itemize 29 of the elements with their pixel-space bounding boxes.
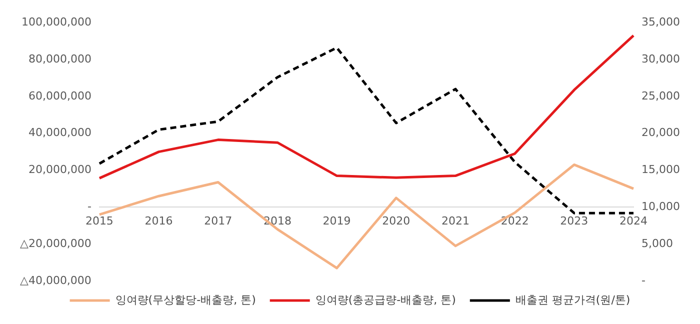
x-tick-label: 2015: [85, 214, 114, 228]
x-tick-label: 2024: [620, 214, 648, 228]
y2-tick-label: 5,000: [642, 236, 674, 250]
x-tick-label: 2023: [560, 214, 588, 228]
y-tick-label: 20,000,000: [28, 163, 92, 176]
line-series: [98, 46, 635, 214]
x-tick-label: 2017: [204, 214, 232, 228]
y2-tick-label: -: [642, 274, 646, 287]
y-tick-label: 40,000,000: [28, 126, 92, 140]
legend-label: 잉여량(무상할당-배출량, 톤): [115, 293, 256, 306]
x-tick-label: 2020: [382, 214, 410, 228]
y-tick-label: 100,000,000: [21, 15, 92, 28]
y-tick-label: △20,000,000: [20, 236, 92, 250]
x-tick-label: 2021: [441, 214, 470, 228]
y-tick-label: △40,000,000: [20, 274, 92, 287]
y-tick-label: -: [87, 200, 92, 214]
y-tick-label: 80,000,000: [28, 52, 92, 66]
y2-tick-label: 20,000: [642, 126, 680, 140]
y2-tick-label: 15,000: [642, 163, 680, 176]
legend-label: 배출권 평균가격(원/톤): [515, 293, 630, 306]
y2-tick-label: 35,000: [642, 15, 680, 28]
y2-tick-label: 25,000: [642, 89, 680, 102]
y-tick-label: 60,000,000: [28, 89, 92, 102]
y2-tick-label: 30,000: [642, 52, 680, 66]
x-tick-label: 2016: [144, 214, 173, 228]
x-tick-label: 2022: [500, 214, 529, 228]
y2-tick-label: 10,000: [642, 200, 680, 214]
x-tick-label: 2019: [322, 214, 351, 228]
legend-label: 잉여량(총공급량-배출량, 톤): [315, 293, 456, 306]
